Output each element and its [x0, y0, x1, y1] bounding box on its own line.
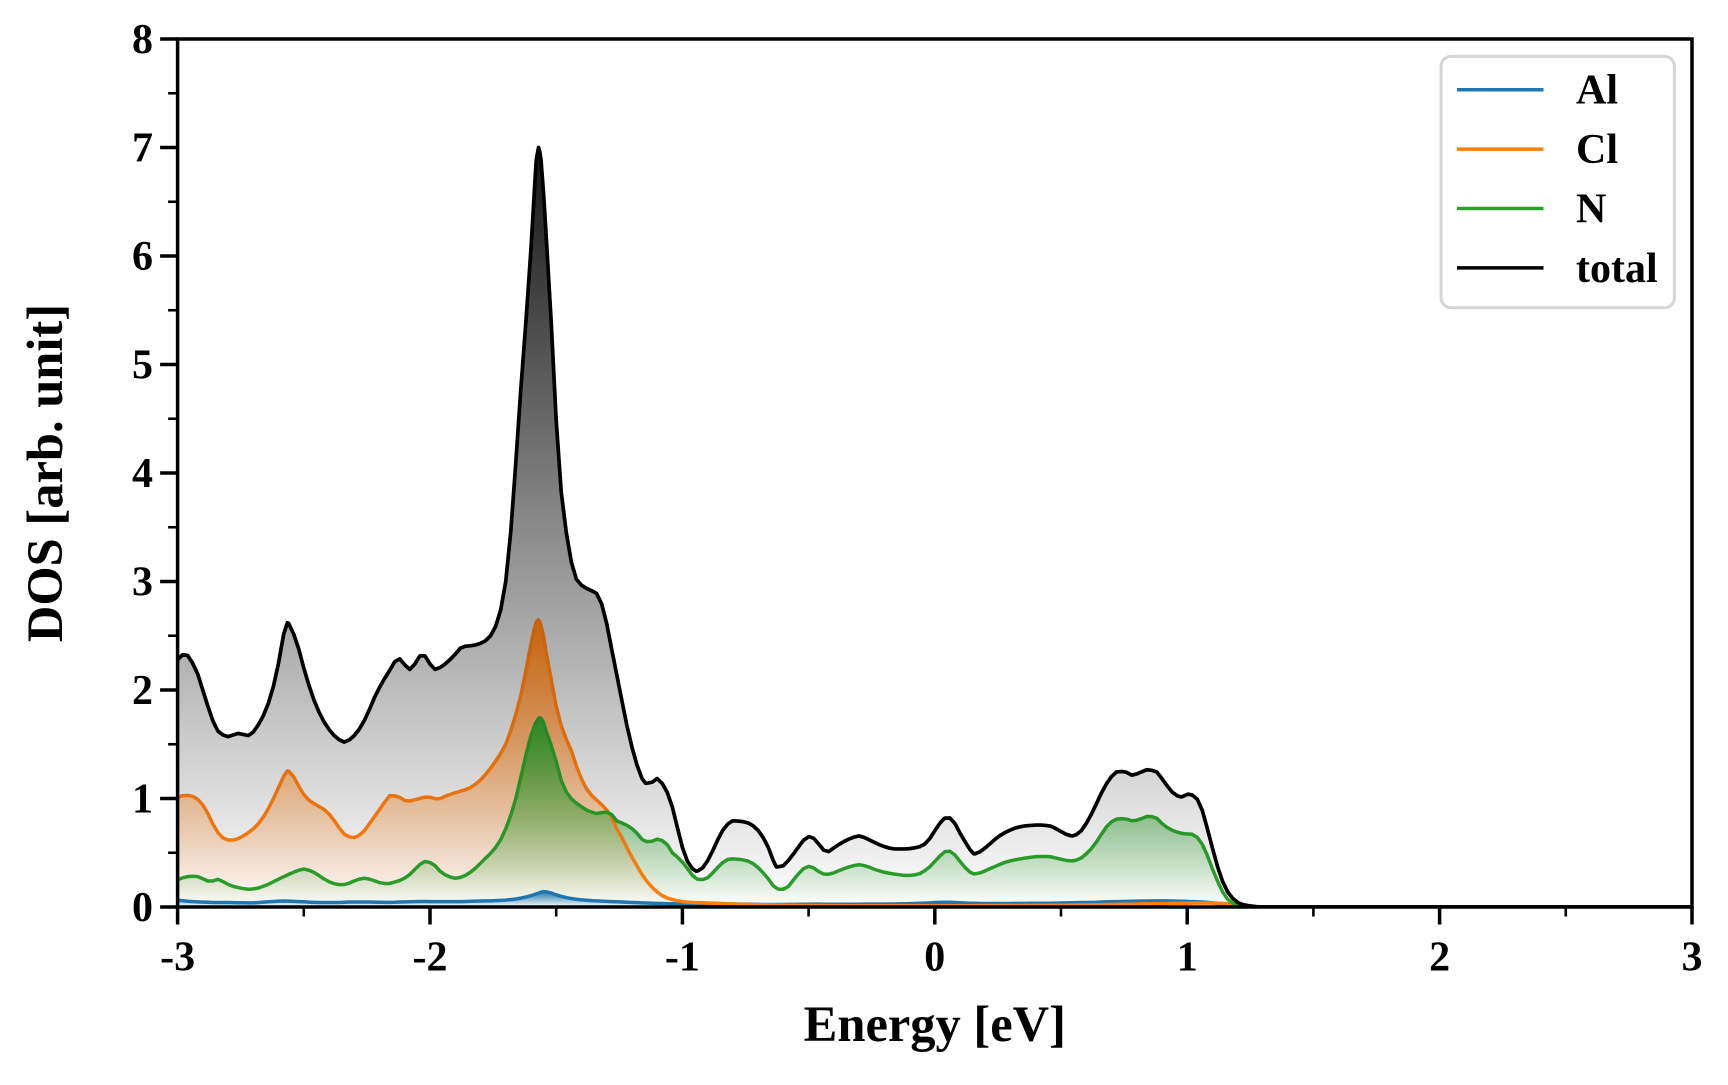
y-tick-label: 8: [132, 17, 153, 63]
series-line-n: [177, 715, 1692, 907]
series-line-total: [177, 145, 1692, 907]
x-tick-label: 0: [924, 935, 945, 981]
y-axis-title: DOS [arb. unit]: [17, 304, 73, 642]
plot-frame: [175, 37, 1694, 909]
y-tick-label: 1: [132, 777, 153, 823]
legend-label-n: N: [1576, 187, 1606, 233]
x-tick-label: 2: [1429, 935, 1450, 981]
y-tick-label: 3: [132, 560, 153, 606]
y-tick-label: 7: [132, 126, 153, 172]
y-tick-label: 5: [132, 343, 153, 389]
legend-label-al: Al: [1576, 68, 1618, 114]
y-tick-label: 0: [132, 885, 153, 931]
legend-label-total: total: [1576, 246, 1658, 292]
legend-box: [1439, 54, 1676, 310]
y-tick-labels: 0 1 2 3 4 5 6 7 8: [132, 17, 153, 931]
x-tick-label: 1: [1177, 935, 1198, 981]
x-tick-label: -3: [160, 935, 195, 981]
x-tick-labels: -3 -2 -1 0 1 2 3: [160, 935, 1702, 981]
series-line-cl: [177, 617, 1692, 907]
x-axis-title: Energy [eV]: [804, 996, 1066, 1052]
y-tick-label: 6: [132, 234, 153, 280]
x-tick-label: -1: [665, 935, 700, 981]
legend-label-cl: Cl: [1576, 127, 1618, 173]
plot-area: [177, 145, 1693, 907]
x-tick-label: 3: [1682, 935, 1703, 981]
x-tick-label: -2: [413, 935, 448, 981]
y-tick-label: 2: [132, 668, 153, 714]
y-tick-label: 4: [132, 451, 153, 497]
